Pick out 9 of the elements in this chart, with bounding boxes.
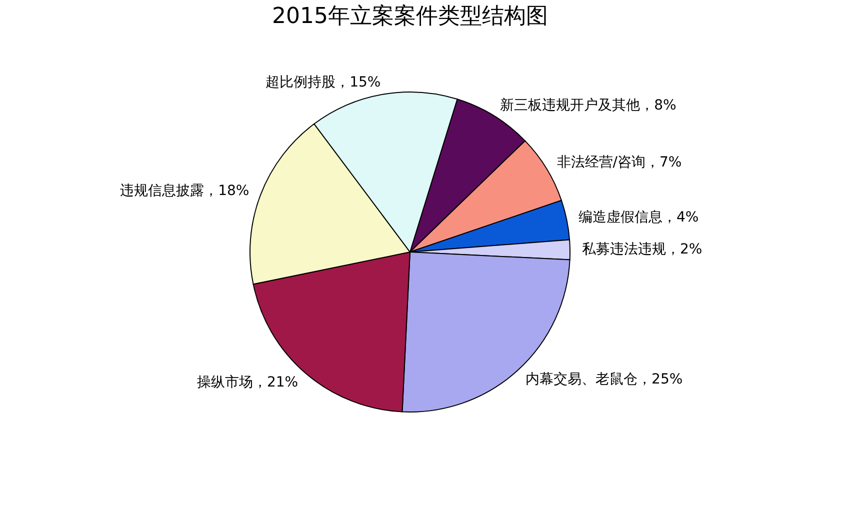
slice-label: 操纵市场，21% xyxy=(196,374,298,391)
slice-label: 新三板违规开户及其他，8% xyxy=(500,97,676,114)
slice-label: 私募违法违规，2% xyxy=(582,242,702,258)
slice-label: 违规信息披露，18% xyxy=(120,182,250,199)
slice-label: 编造虚假信息，4% xyxy=(578,209,699,226)
slice-label: 非法经营/咨询，7% xyxy=(556,154,682,170)
slice-label: 超比例持股，15% xyxy=(266,74,381,91)
slice-label: 内幕交易、老鼠仓，25% xyxy=(526,371,683,388)
chart-title: 2015年立案案件类型结构图 xyxy=(272,4,548,29)
